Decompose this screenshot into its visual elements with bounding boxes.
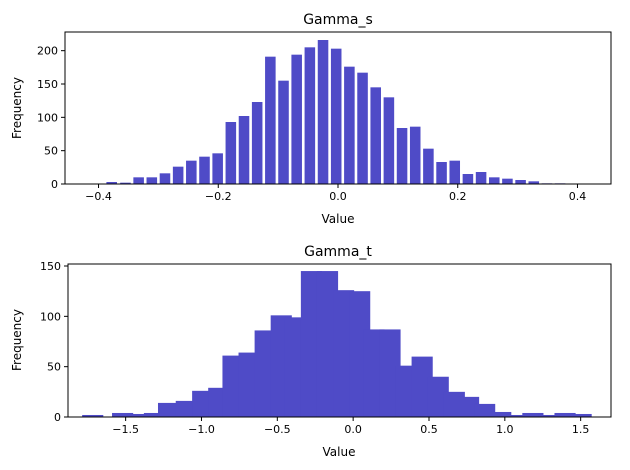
y-tick-label: 50 bbox=[44, 145, 58, 158]
histogram-bar bbox=[291, 54, 302, 184]
histogram-bar bbox=[157, 402, 180, 417]
histogram-bar bbox=[528, 181, 540, 184]
histogram-bar bbox=[316, 271, 339, 417]
histogram-bar bbox=[238, 352, 260, 417]
histogram-bar bbox=[222, 355, 244, 417]
histogram-bar bbox=[106, 182, 117, 184]
histogram-bar bbox=[172, 166, 184, 184]
histogram-bar bbox=[449, 160, 461, 184]
histogram-bar bbox=[225, 122, 237, 184]
histogram-bar bbox=[251, 102, 263, 184]
histogram-bar bbox=[515, 180, 526, 184]
y-tick-label: 150 bbox=[37, 78, 58, 91]
histogram-bar bbox=[427, 376, 449, 417]
histogram-bar bbox=[506, 414, 528, 417]
histogram-bar bbox=[133, 177, 144, 184]
histogram-bar bbox=[475, 172, 487, 184]
histogram-bar bbox=[265, 56, 276, 184]
x-axis-label: Value bbox=[323, 445, 356, 459]
histogram-bar bbox=[538, 414, 560, 417]
histogram-bar bbox=[490, 411, 512, 417]
histogram-bar bbox=[436, 162, 447, 184]
x-axis-label: Value bbox=[322, 212, 355, 226]
x-tick-label: −0.5 bbox=[264, 423, 291, 436]
histogram-bar bbox=[554, 412, 576, 417]
histogram-bar bbox=[363, 329, 385, 417]
histogram-bar bbox=[379, 329, 401, 417]
histogram-bar bbox=[330, 48, 342, 184]
bar-group bbox=[106, 40, 566, 184]
x-tick-label: 0.2 bbox=[449, 190, 467, 203]
y-tick-label: 150 bbox=[40, 260, 61, 273]
histogram-bar bbox=[300, 271, 323, 417]
plot-frame bbox=[64, 31, 612, 185]
histogram-bar bbox=[159, 173, 171, 184]
histogram-bar bbox=[357, 72, 368, 184]
y-tick-label: 0 bbox=[54, 411, 61, 424]
plot-frame bbox=[67, 263, 612, 418]
x-tick-label: 0.0 bbox=[344, 423, 362, 436]
y-axis-ticks: 0 50 100 150 bbox=[40, 260, 68, 424]
x-tick-label: 0.5 bbox=[420, 423, 438, 436]
y-tick-label: 100 bbox=[40, 310, 61, 323]
histogram-bar bbox=[212, 153, 223, 184]
y-tick-label: 0 bbox=[51, 178, 58, 191]
histogram-bar bbox=[146, 177, 158, 184]
histogram-bar bbox=[304, 47, 316, 184]
x-tick-label: 1.5 bbox=[572, 423, 590, 436]
histogram-bar bbox=[570, 413, 592, 417]
histogram-bar bbox=[120, 182, 131, 184]
histogram-bar bbox=[199, 156, 210, 184]
x-tick-label: −1.0 bbox=[188, 423, 215, 436]
histogram-bar bbox=[344, 66, 355, 184]
histogram-bar bbox=[474, 403, 496, 417]
histogram-bar bbox=[175, 400, 197, 417]
y-axis-ticks: 0 50 100 150 200 bbox=[37, 45, 65, 191]
histogram-bar bbox=[462, 174, 474, 184]
histogram-bar bbox=[409, 126, 421, 184]
histogram-bar bbox=[238, 116, 250, 184]
histogram-bar bbox=[82, 414, 104, 417]
x-axis-ticks: −1.5 −1.0 −0.5 0.0 0.5 1.0 1.5 bbox=[112, 417, 589, 436]
histogram-bar bbox=[383, 97, 395, 184]
chart-title: Gamma_s bbox=[303, 12, 373, 28]
histogram-bar bbox=[458, 396, 480, 417]
x-tick-label: −0.2 bbox=[205, 190, 232, 203]
histogram-bar bbox=[112, 412, 134, 417]
bar-group bbox=[82, 271, 592, 417]
histogram-bar bbox=[278, 80, 289, 184]
chart-gamma-t: Gamma_t −1.5 −1.0 −0.5 0.0 0.5 1.0 1.5 0 50 100 1… bbox=[10, 244, 612, 459]
histogram-bar bbox=[192, 390, 214, 417]
histogram-bar bbox=[370, 87, 381, 184]
x-tick-label: 1.0 bbox=[496, 423, 514, 436]
histogram-bar bbox=[186, 160, 197, 184]
histogram-bar bbox=[423, 148, 434, 184]
histogram-bar bbox=[396, 128, 408, 184]
y-tick-label: 100 bbox=[37, 111, 58, 124]
x-tick-label: 0.0 bbox=[329, 190, 347, 203]
chart-title: Gamma_t bbox=[304, 244, 372, 260]
histogram-bar bbox=[254, 330, 276, 417]
x-tick-label: 0.4 bbox=[569, 190, 587, 203]
chart-gamma-s: Gamma_s −0.4 −0.2 0.0 0.2 0.4 0 50 100 150 200 V… bbox=[10, 12, 612, 226]
x-axis-ticks: −0.4 −0.2 0.0 0.2 0.4 bbox=[85, 184, 586, 203]
histogram-bar bbox=[333, 290, 355, 417]
y-tick-label: 200 bbox=[37, 45, 58, 58]
histogram-bar bbox=[522, 412, 544, 417]
histogram-bar bbox=[395, 365, 417, 417]
histogram-bar bbox=[143, 412, 166, 417]
histogram-bar bbox=[488, 177, 500, 184]
histogram-bar bbox=[502, 178, 513, 184]
histogram-bar bbox=[284, 317, 306, 417]
y-axis-label: Frequency bbox=[10, 309, 24, 371]
x-tick-label: −1.5 bbox=[112, 423, 139, 436]
histogram-bar bbox=[317, 40, 329, 184]
histogram-bar bbox=[411, 356, 433, 417]
histogram-bar bbox=[127, 413, 149, 417]
y-axis-label: Frequency bbox=[10, 77, 24, 139]
y-tick-label: 50 bbox=[47, 361, 61, 374]
x-tick-label: −0.4 bbox=[85, 190, 112, 203]
